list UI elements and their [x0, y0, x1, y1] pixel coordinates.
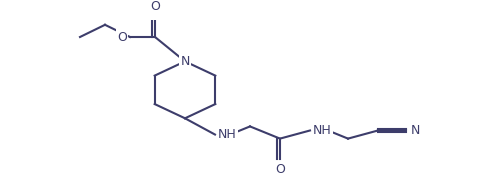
Text: O: O	[117, 30, 127, 43]
Text: O: O	[150, 0, 160, 13]
Text: N: N	[411, 124, 420, 137]
Text: O: O	[275, 163, 285, 176]
Text: NH: NH	[218, 128, 237, 141]
Text: N: N	[180, 55, 190, 68]
Text: NH: NH	[313, 124, 332, 137]
